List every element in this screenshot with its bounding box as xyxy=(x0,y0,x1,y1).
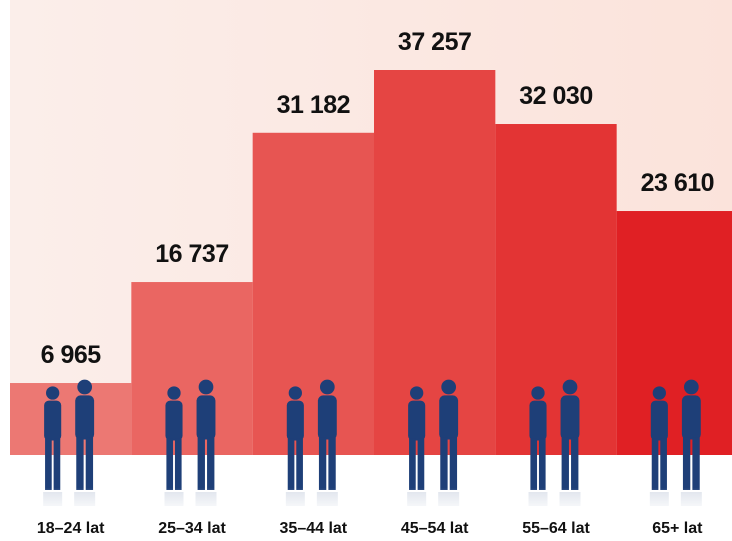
person-leg xyxy=(296,439,303,490)
person-body xyxy=(408,401,425,441)
person-leg xyxy=(692,437,699,490)
person-leg xyxy=(54,439,61,490)
chart: 6 965 18–24 lat 16 737 25–34 lat 31 182 35–44… xyxy=(0,0,732,541)
person-leg xyxy=(571,437,578,490)
person-leg xyxy=(198,437,205,490)
person-leg xyxy=(450,437,457,490)
person-head xyxy=(46,386,59,399)
value-label: 16 737 xyxy=(155,240,228,268)
value-label: 37 257 xyxy=(398,28,471,56)
bar xyxy=(253,133,374,455)
person-leg xyxy=(166,439,173,490)
person-head xyxy=(410,386,423,399)
category-label: 25–34 lat xyxy=(158,520,226,537)
person-head xyxy=(684,380,699,395)
person-leg xyxy=(652,439,659,490)
person-body xyxy=(318,395,337,439)
person-leg xyxy=(45,439,52,490)
person-leg xyxy=(328,437,335,490)
person-head xyxy=(199,380,214,395)
person-leg xyxy=(440,437,447,490)
person-body xyxy=(529,401,546,441)
category-label: 65+ lat xyxy=(652,520,703,537)
person-body xyxy=(561,395,580,439)
bar xyxy=(374,70,495,455)
person-head xyxy=(320,380,335,395)
bar xyxy=(495,124,616,455)
person-leg xyxy=(418,439,425,490)
person-body xyxy=(651,401,668,441)
person-body xyxy=(682,395,701,439)
person-leg xyxy=(207,437,214,490)
category-label: 18–24 lat xyxy=(37,520,105,537)
value-label: 6 965 xyxy=(41,341,102,369)
person-body xyxy=(197,395,216,439)
person-body xyxy=(75,395,94,439)
bar xyxy=(131,282,252,455)
value-label: 31 182 xyxy=(277,91,350,119)
person-body xyxy=(287,401,304,441)
person-leg xyxy=(562,437,569,490)
person-leg xyxy=(660,439,667,490)
person-head xyxy=(167,386,180,399)
category-label: 45–54 lat xyxy=(401,520,469,537)
person-leg xyxy=(288,439,295,490)
person-body xyxy=(165,401,182,441)
person-head xyxy=(563,380,578,395)
person-leg xyxy=(175,439,182,490)
category-label: 35–44 lat xyxy=(280,520,348,537)
person-head xyxy=(653,386,666,399)
person-head xyxy=(441,380,456,395)
bar xyxy=(10,383,131,455)
person-leg xyxy=(86,437,93,490)
person-leg xyxy=(539,439,546,490)
person-leg xyxy=(319,437,326,490)
person-leg xyxy=(683,437,690,490)
category-label: 55–64 lat xyxy=(522,520,590,537)
fade xyxy=(0,488,732,513)
person-head xyxy=(77,380,92,395)
person-head xyxy=(289,386,302,399)
person-leg xyxy=(409,439,416,490)
person-body xyxy=(439,395,458,439)
person-leg xyxy=(76,437,83,490)
bar xyxy=(617,211,732,455)
person-head xyxy=(531,386,544,399)
value-label: 23 610 xyxy=(641,169,714,197)
person-body xyxy=(44,401,61,441)
value-label: 32 030 xyxy=(519,82,592,110)
person-leg xyxy=(530,439,537,490)
